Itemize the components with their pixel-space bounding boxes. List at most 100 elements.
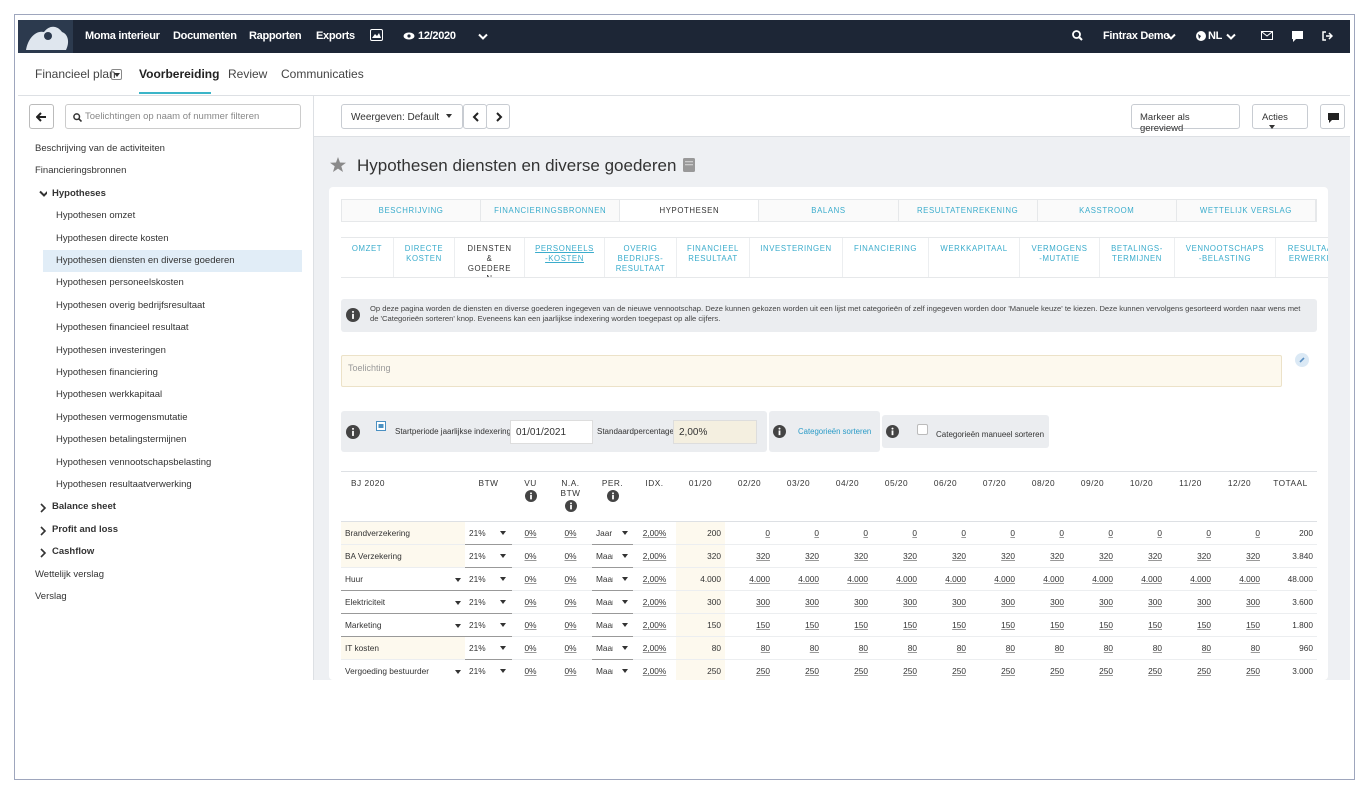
month-cell[interactable]: 150 (676, 613, 725, 637)
month-cell[interactable]: 80 (1201, 643, 1211, 653)
month-cell[interactable]: 250 (1099, 666, 1113, 676)
back-button[interactable] (29, 104, 54, 129)
sidebar-item[interactable]: Cashflow (52, 546, 95, 558)
image-icon[interactable] (370, 29, 383, 41)
month-cell[interactable]: 80 (676, 636, 725, 660)
month-cell[interactable]: 80 (1152, 643, 1162, 653)
per-cell[interactable]: Maand (592, 544, 633, 568)
month-cell[interactable]: 4.000 (1190, 574, 1211, 584)
month-cell[interactable]: 250 (1050, 666, 1064, 676)
sidebar-item[interactable]: Hypothesen directe kosten (56, 232, 169, 244)
sidebar-item[interactable]: Hypothesen vermogensmutatie (56, 411, 188, 423)
month-cell[interactable]: 150 (1197, 620, 1211, 630)
sub-tab[interactable]: RESULTAATVERWERKING (1276, 238, 1328, 277)
sidebar-item[interactable]: Hypothesen financiering (56, 367, 158, 378)
month-cell[interactable]: 320 (805, 551, 819, 561)
na-btw-cell[interactable]: 0% (564, 528, 577, 538)
na-btw-cell[interactable]: 0% (564, 597, 577, 607)
name-cell[interactable]: Huur (341, 567, 465, 591)
month-cell[interactable]: 320 (854, 551, 868, 561)
month-cell[interactable]: 250 (805, 666, 819, 676)
month-cell[interactable]: 320 (903, 551, 917, 561)
month-cell[interactable]: 0 (912, 528, 917, 538)
month-cell[interactable]: 4.000 (945, 574, 966, 584)
month-cell[interactable]: 250 (903, 666, 917, 676)
sub-tab[interactable]: VERMOGENS-MUTATIE (1020, 238, 1100, 277)
month-cell[interactable]: 80 (1103, 643, 1113, 653)
month-cell[interactable]: 0 (1157, 528, 1162, 538)
view-dropdown[interactable]: Weergeven: Default (341, 104, 463, 129)
idx-cell[interactable]: 2,00% (642, 643, 667, 653)
month-cell[interactable]: 4.000 (749, 574, 770, 584)
percentage-input[interactable]: 2,00% (673, 420, 757, 444)
month-cell[interactable]: 150 (1148, 620, 1162, 630)
period[interactable]: 12/2020 (418, 30, 456, 42)
na-btw-cell[interactable]: 0% (564, 620, 577, 630)
month-cell[interactable]: 250 (1197, 666, 1211, 676)
sidebar-item[interactable]: Hypothesen financieel resultaat (56, 322, 189, 334)
name-cell[interactable]: IT kosten (341, 636, 465, 660)
month-cell[interactable]: 80 (956, 643, 966, 653)
nav-item[interactable]: Documenten (173, 30, 237, 42)
mail-icon[interactable] (1261, 31, 1274, 41)
month-cell[interactable]: 0 (1108, 528, 1113, 538)
per-cell[interactable]: Maand (592, 590, 633, 614)
sub-tab[interactable]: FINANCIEEL RESULTAAT (677, 238, 750, 277)
main-tab[interactable]: BESCHRIJVING (342, 200, 482, 221)
vu-cell[interactable]: 0% (524, 528, 537, 538)
sidebar-item[interactable]: Hypothesen diensten en diverse goederen (56, 255, 235, 266)
btw-cell[interactable]: 21% (465, 544, 512, 568)
btw-cell[interactable]: 21% (465, 521, 512, 545)
sub-tab[interactable]: PERSONEELS-KOSTEN (525, 238, 605, 277)
vu-cell[interactable]: 0% (524, 597, 537, 607)
month-cell[interactable]: 320 (1148, 551, 1162, 561)
month-cell[interactable]: 4.000 (1141, 574, 1162, 584)
vu-cell[interactable]: 0% (524, 551, 537, 561)
vu-cell[interactable]: 0% (524, 666, 537, 676)
month-cell[interactable]: 300 (1246, 597, 1260, 607)
month-cell[interactable]: 0 (1255, 528, 1260, 538)
search-input[interactable]: Toelichtingen op naam of nummer filteren (65, 104, 301, 129)
month-cell[interactable]: 0 (1059, 528, 1064, 538)
review-button[interactable]: Markeer als gereviewd (1131, 104, 1240, 134)
sort-link[interactable]: Categorieën sorteren (798, 427, 872, 436)
main-tab[interactable]: BALANS (759, 200, 899, 221)
month-cell[interactable]: 4.000 (1092, 574, 1113, 584)
vu-cell[interactable]: 0% (524, 620, 537, 630)
nav-item[interactable]: Rapporten (249, 30, 302, 42)
month-cell[interactable]: 300 (1148, 597, 1162, 607)
sub-tab[interactable]: WERKKAPITAAL (929, 238, 1020, 277)
per-cell[interactable]: Jaar (592, 521, 633, 545)
sub-tab[interactable]: OMZET (341, 238, 394, 277)
idx-cell[interactable]: 2,00% (642, 597, 667, 607)
month-cell[interactable]: 250 (1148, 666, 1162, 676)
na-btw-cell[interactable]: 0% (564, 666, 577, 676)
na-btw-cell[interactable]: 0% (564, 574, 577, 584)
brand[interactable]: Moma interieur (85, 30, 160, 42)
main-tab[interactable]: RESULTATENREKENING (899, 200, 1038, 221)
idx-cell[interactable]: 2,00% (642, 574, 667, 584)
na-btw-cell[interactable]: 0% (564, 643, 577, 653)
sub-tab[interactable]: FINANCIERING (843, 238, 929, 277)
idx-cell[interactable]: 2,00% (642, 528, 667, 538)
month-cell[interactable]: 300 (903, 597, 917, 607)
month-cell[interactable]: 80 (1005, 643, 1015, 653)
vu-cell[interactable]: 0% (524, 643, 537, 653)
month-cell[interactable]: 0 (765, 528, 770, 538)
month-cell[interactable]: 0 (1206, 528, 1211, 538)
month-cell[interactable]: 300 (1197, 597, 1211, 607)
btw-cell[interactable]: 21% (465, 636, 512, 660)
month-cell[interactable]: 250 (676, 659, 725, 683)
sidebar-item[interactable]: Beschrijving van de activiteiten (35, 143, 165, 154)
month-cell[interactable]: 150 (1246, 620, 1260, 630)
month-cell[interactable]: 200 (676, 521, 725, 545)
month-cell[interactable]: 250 (854, 666, 868, 676)
user-menu[interactable]: Fintrax Demo (1103, 30, 1170, 42)
favorite-star[interactable] (330, 157, 346, 172)
sidebar-item[interactable]: Hypotheses (52, 187, 106, 199)
chat-icon[interactable] (1292, 31, 1303, 42)
month-cell[interactable]: 320 (1001, 551, 1015, 561)
sidebar-item[interactable]: Hypothesen vennootschapsbelasting (56, 456, 212, 468)
sub-tab[interactable]: BETALINGS-TERMIJNEN (1100, 238, 1175, 277)
notes-icon[interactable] (683, 158, 695, 172)
